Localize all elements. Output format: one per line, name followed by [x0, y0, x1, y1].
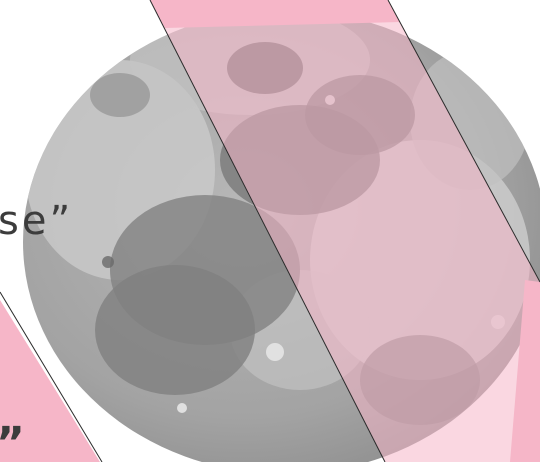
band-edge-left: [149, 0, 386, 462]
pink-band-top: [150, 0, 400, 28]
quote-fragment-top: se”: [0, 198, 74, 244]
band-edge-right: [387, 0, 540, 283]
pink-band-right: [510, 280, 540, 462]
quote-fragment-bottom: ”: [0, 418, 28, 469]
pink-overlay-band: [150, 0, 540, 462]
pink-stripe-left: [0, 300, 100, 462]
stripe-edge-left: [0, 291, 103, 462]
